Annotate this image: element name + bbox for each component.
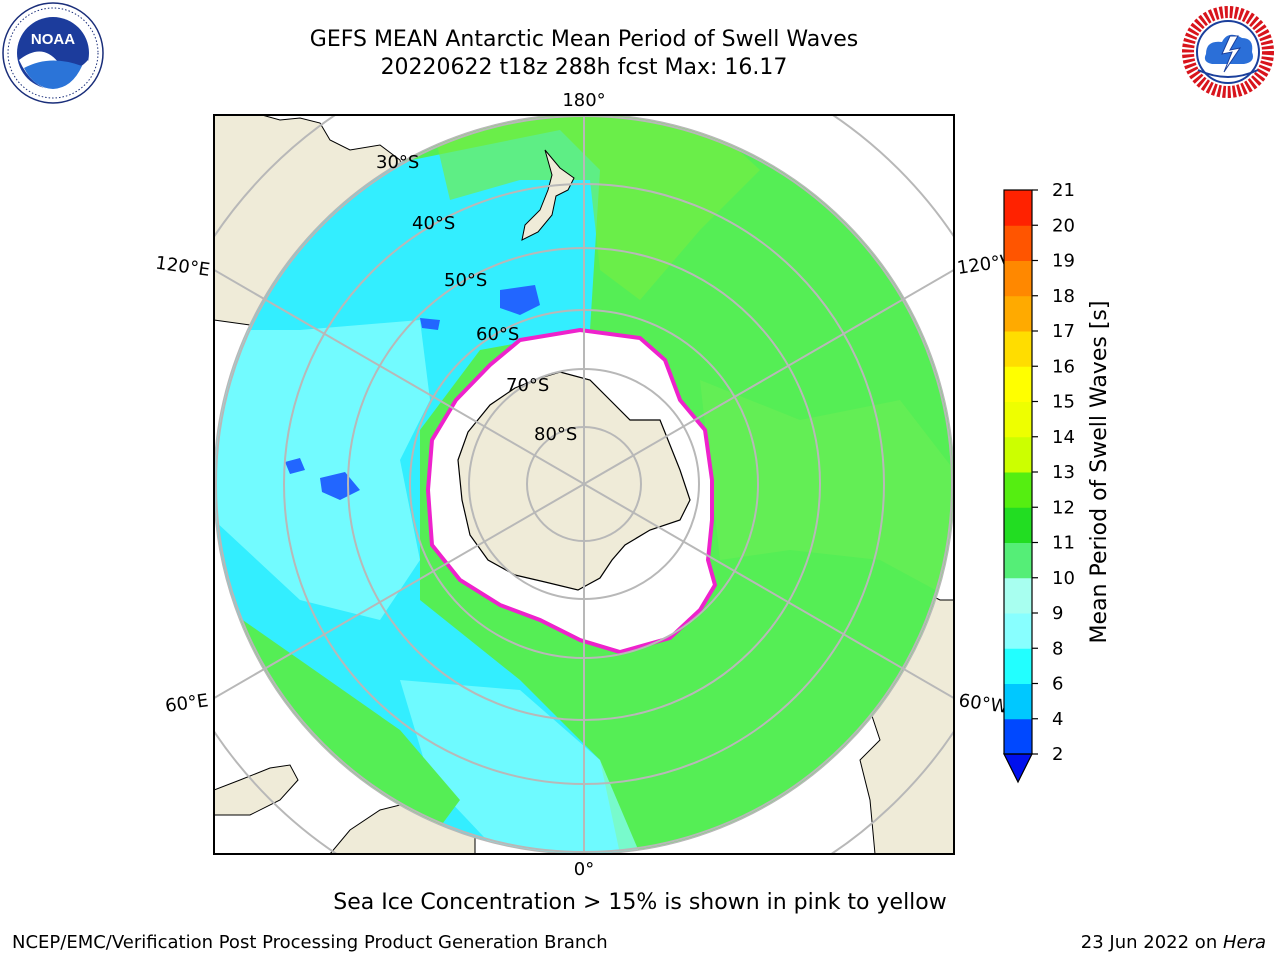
nws-logo-icon: [1179, 3, 1277, 101]
colorbar-swatch: [1004, 472, 1032, 508]
colorbar-tick-label: 17: [1052, 321, 1075, 342]
lat-label-50s: 50°S: [444, 270, 487, 291]
colorbar-tick-label: 12: [1052, 497, 1075, 518]
colorbar-extend-arrow: [1003, 753, 1033, 784]
colorbar-swatch: [1004, 436, 1032, 473]
chart-subtitle: 20220622 t18z 288h fcst Max: 16.17: [380, 55, 788, 80]
colorbar-tick-label: 10: [1052, 568, 1075, 589]
colorbar-swatch: [1004, 542, 1032, 579]
lat-label-60s: 60°S: [476, 324, 519, 345]
colorbar-tick-label: 6: [1052, 674, 1063, 695]
colorbar-label: Mean Period of Swell Waves [s]: [1087, 301, 1112, 644]
madagascar-land: [214, 764, 299, 816]
colorbar-tick-label: 19: [1052, 251, 1075, 272]
colorbar-swatch: [1004, 225, 1032, 261]
colorbar-tick-label: 11: [1052, 533, 1075, 554]
colorbar-swatch: [1004, 507, 1032, 543]
colorbar-tick-label: 18: [1052, 286, 1075, 307]
footer-date-text: 23 Jun 2022 on: [1080, 932, 1223, 953]
noaa-logo-icon: NOAA: [2, 2, 104, 104]
lon-label-0: 0°: [574, 859, 594, 880]
new-zealand-land: [521, 149, 575, 241]
map-area: [214, 115, 954, 854]
antarctica-land: [457, 371, 691, 591]
lat-label-30s: 30°S: [376, 152, 419, 173]
lon-label-60e: 60°E: [164, 690, 210, 717]
lat-label-80s: 80°S: [534, 424, 577, 445]
colorbar-swatch: [1004, 718, 1032, 755]
colorbar-swatch: [1004, 401, 1032, 438]
lat-label-40s: 40°S: [412, 213, 455, 234]
colorbar-swatch: [1004, 577, 1032, 614]
lat-label-70s: 70°S: [506, 375, 549, 396]
lon-label-180: 180°: [562, 90, 605, 111]
colorbar-tick-label: 20: [1052, 215, 1075, 236]
colorbar-swatch: [1004, 366, 1032, 402]
colorbar-tick-label: 13: [1052, 462, 1075, 483]
colorbar-swatch: [1004, 613, 1032, 649]
footer-machine: Hera: [1222, 932, 1266, 953]
colorbar-swatch: [1004, 295, 1032, 332]
colorbar-swatch: [1004, 683, 1032, 720]
colorbar-swatch: [1004, 260, 1032, 297]
chart-title: GEFS MEAN Antarctic Mean Period of Swell…: [309, 27, 859, 52]
colorbar-tick-label: 2: [1052, 744, 1063, 765]
lon-label-120e: 120°E: [154, 253, 211, 281]
colorbar-tick-label: 16: [1052, 356, 1075, 377]
colorbar-tick-label: 14: [1052, 427, 1075, 448]
colorbar-tick-label: 9: [1052, 603, 1063, 624]
colorbar-tick-label: 21: [1052, 180, 1075, 201]
colorbar-swatch: [1004, 648, 1032, 684]
colorbar-tick-label: 4: [1052, 709, 1063, 730]
colorbar-tick-label: 8: [1052, 638, 1063, 659]
colorbar-tick-label: 15: [1052, 392, 1075, 413]
colorbar-swatch: [1004, 331, 1032, 367]
footer-date: 23 Jun 2022 on Hera: [1081, 932, 1266, 953]
svg-text:NOAA: NOAA: [31, 31, 75, 48]
footer-branch: NCEP/EMC/Verification Post Processing Pr…: [12, 932, 608, 953]
colorbar: 2 4 6 8 9 10 11 12 13 14 15 16 17 18 19 20 21: [1003, 180, 1075, 784]
colorbar-swatch: [1004, 190, 1032, 226]
lon-label-60w: 60°W: [957, 690, 1009, 718]
sea-ice-footnote: Sea Ice Concentration > 15% is shown in …: [333, 890, 947, 915]
map-frame: [213, 114, 955, 855]
